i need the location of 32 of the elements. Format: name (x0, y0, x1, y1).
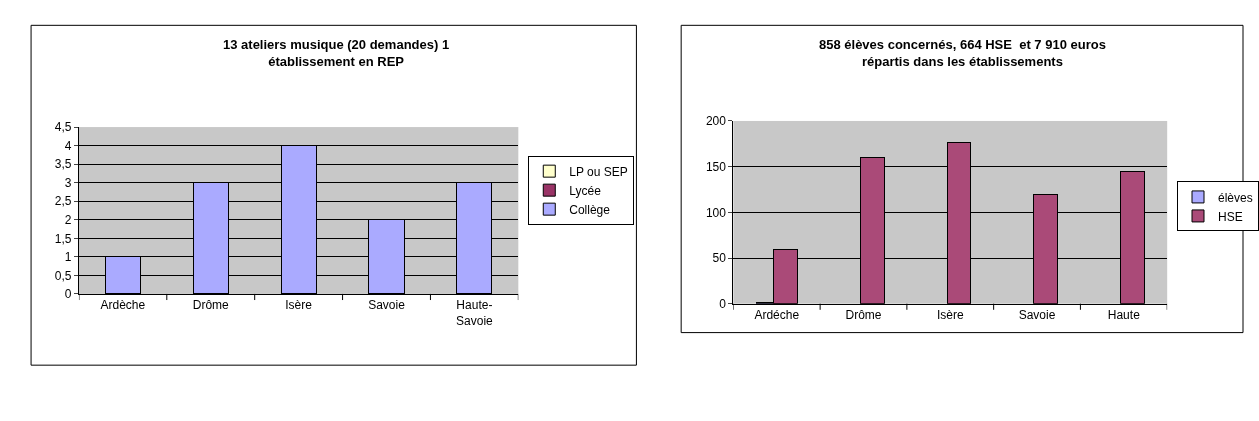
y-tick-label: 0,5 (54, 268, 72, 283)
x-tick-label: Haute (1107, 308, 1141, 323)
x-tick-label: Drôme (192, 298, 230, 313)
y-tick-label: 50 (712, 251, 727, 266)
y-tick-label: 2 (64, 212, 72, 227)
y-tick-label: 4,5 (54, 120, 72, 135)
y-tick-label: 200 (705, 114, 727, 129)
x-tick-label: Ardéche (754, 308, 800, 323)
legend-label: Lycée (569, 183, 602, 198)
legend-label: Collège (569, 202, 611, 217)
y-tick-label: 150 (705, 159, 727, 174)
x-tick-label: Ardèche (100, 298, 146, 313)
y-tick-label: 0 (719, 296, 727, 311)
y-tick-label: 1 (64, 250, 72, 265)
legend-label: élèves (1218, 190, 1253, 205)
x-tick-label: Savoie (368, 298, 406, 313)
legend-label: LP ou SEP (569, 164, 628, 179)
y-tick-label: 0 (64, 287, 72, 302)
y-tick-label: 100 (705, 205, 727, 220)
x-tick-label: Haute-Savoie (456, 298, 494, 328)
chart-title: 858 élèves concernés, 664 HSE et 7 910 euros répartis dans les établissements (819, 37, 1106, 69)
legend-label: HSE (1218, 209, 1243, 224)
x-tick-label: Isère (285, 298, 313, 313)
x-tick-label: Isère (936, 308, 964, 323)
y-tick-label: 3 (64, 175, 72, 190)
chart-title: 13 ateliers musique (20 demandes) 1 établissement en REP (223, 37, 450, 69)
x-tick-label: Drôme (845, 308, 882, 323)
y-tick-label: 1,5 (54, 231, 72, 246)
y-tick-label: 2,5 (54, 194, 72, 209)
y-tick-label: 4 (64, 138, 72, 153)
y-tick-label: 3,5 (54, 157, 72, 172)
x-tick-label: Savoie (1018, 308, 1056, 323)
